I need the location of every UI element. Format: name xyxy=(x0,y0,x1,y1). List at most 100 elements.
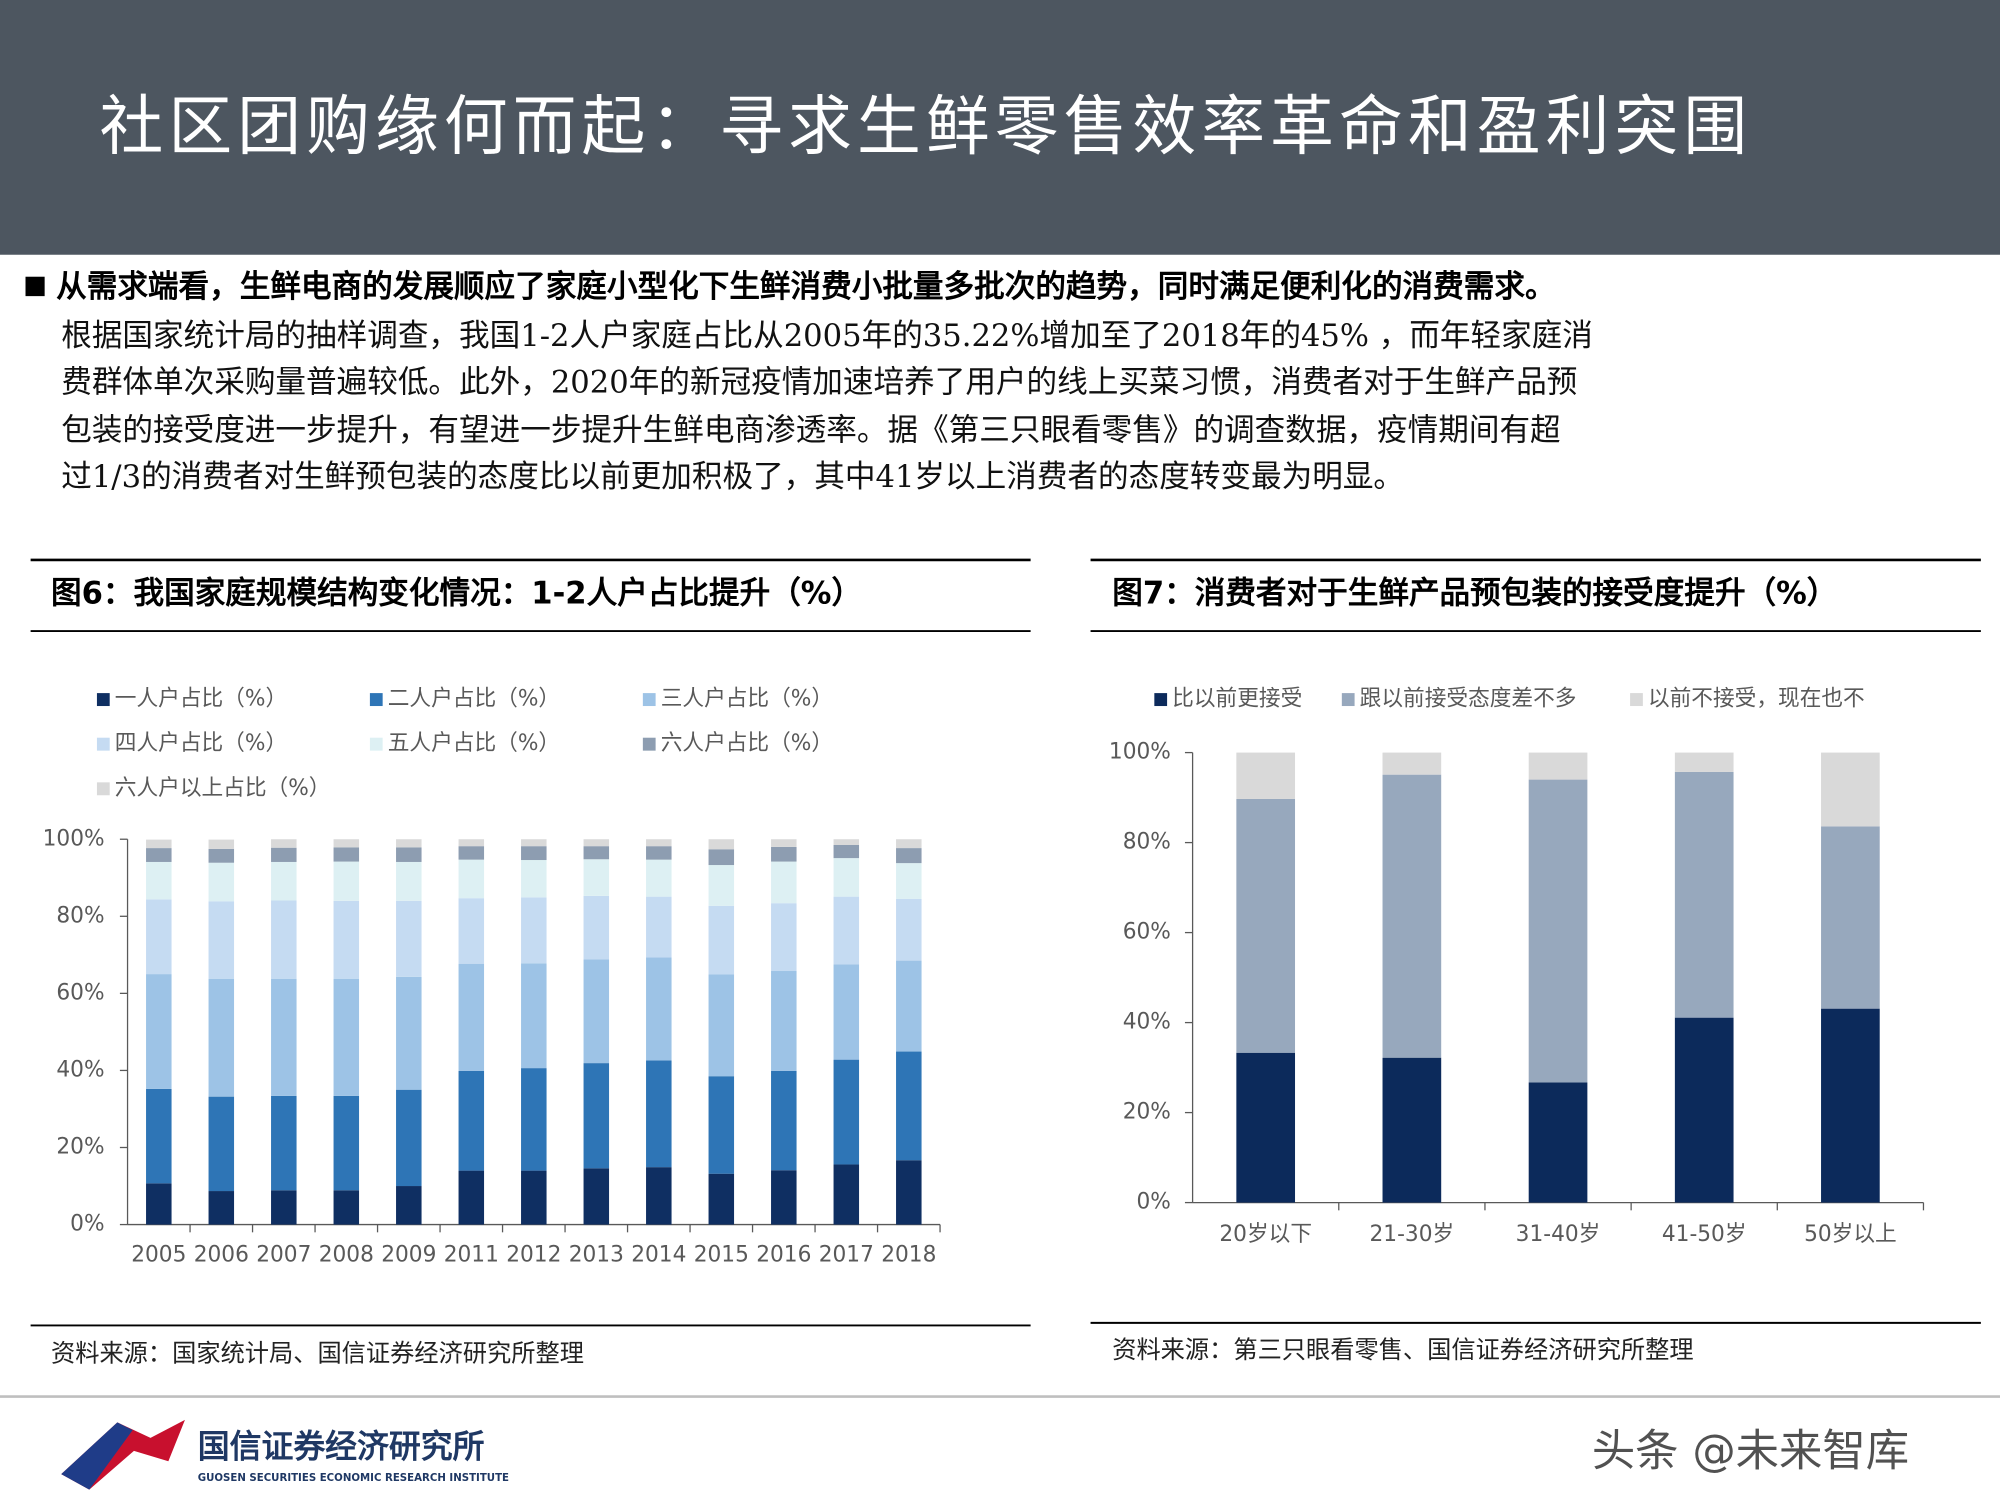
intro-line: 费群体单次采购量普遍较低。此外，2020年的新冠疫情加速培养了用户的线上买菜习惯… xyxy=(61,364,1577,400)
bar-segment xyxy=(333,847,360,862)
bar-segment xyxy=(458,898,485,964)
legend-label: 二人户占比（%） xyxy=(388,686,560,711)
bar-segment xyxy=(208,1096,235,1192)
bar-segment xyxy=(896,863,922,899)
intro-line: 包装的接受度进一步提升，有望进一步提升生鲜电商渗透率。据《第三只眼看零售》的调查… xyxy=(61,412,1560,448)
bar-segment xyxy=(833,839,860,846)
bar-segment xyxy=(583,895,610,960)
y-tick-label: 60% xyxy=(56,980,104,1005)
bar-segment xyxy=(646,1060,672,1168)
x-tick-label: 2008 xyxy=(319,1243,374,1268)
bar-segment xyxy=(708,839,735,850)
bar-segment xyxy=(1821,826,1880,1009)
bar-segment xyxy=(458,846,485,860)
bar-segment xyxy=(833,1059,860,1165)
intro-line: 根据国家统计局的抽样调查，我国1-2人户家庭占比从2005年的35.22%增加至… xyxy=(61,318,1593,354)
bar-segment xyxy=(1382,1057,1442,1203)
slide-title: 社区团购缘何而起：寻求生鲜零售效率革命和盈利突围 xyxy=(99,89,1752,165)
x-tick-label: 20岁以下 xyxy=(1219,1222,1312,1247)
legend-swatch xyxy=(1630,693,1643,707)
x-tick-label: 2015 xyxy=(694,1243,749,1268)
bar-segment xyxy=(458,1070,485,1171)
bar-segment xyxy=(208,901,235,979)
y-tick-label: 100% xyxy=(1109,739,1171,764)
bar-segment xyxy=(583,959,610,1064)
bar-segment xyxy=(708,849,735,866)
bar-segment xyxy=(396,1186,422,1225)
x-tick-label: 41-50岁 xyxy=(1662,1222,1747,1247)
bar-segment xyxy=(1382,752,1442,775)
legend-swatch xyxy=(369,693,383,707)
bar-segment xyxy=(833,896,860,965)
bar-segment xyxy=(333,839,360,848)
bar-segment xyxy=(708,974,735,1077)
bar-segment xyxy=(333,900,360,979)
bar-segment xyxy=(458,963,485,1071)
bar-segment xyxy=(521,897,547,964)
figure-title: 图6：我国家庭规模结构变化情况：1-2人户占比提升（%） xyxy=(51,575,862,611)
bar-segment xyxy=(271,1095,297,1191)
bar-segment xyxy=(208,978,235,1097)
bar-segment xyxy=(583,859,610,896)
bar-segment xyxy=(1528,752,1588,780)
legend-label: 六人户占比（%） xyxy=(661,731,833,756)
bar-segment xyxy=(146,1183,172,1225)
legend-swatch xyxy=(369,737,383,751)
bar-segment xyxy=(646,846,672,860)
bar-segment xyxy=(396,900,422,977)
bar-segment xyxy=(333,1190,360,1225)
bar-segment xyxy=(146,974,172,1089)
x-tick-label: 50岁以上 xyxy=(1804,1222,1897,1247)
bar-segment xyxy=(1528,779,1588,1083)
x-tick-label: 2006 xyxy=(194,1243,249,1268)
legend-label: 比以前更接受 xyxy=(1172,686,1302,711)
bar-segment xyxy=(458,1170,485,1225)
y-tick-label: 0% xyxy=(1137,1189,1171,1214)
x-tick-label: 2005 xyxy=(131,1243,186,1268)
bar-segment xyxy=(1528,1082,1588,1203)
bar-segment xyxy=(583,1063,610,1169)
bar-segment xyxy=(833,964,860,1060)
x-tick-label: 2018 xyxy=(881,1243,936,1268)
bar-segment xyxy=(208,848,235,863)
legend-swatch xyxy=(96,782,110,796)
y-tick-label: 100% xyxy=(43,826,105,851)
bar-segment xyxy=(208,839,235,849)
bar-segment xyxy=(396,839,422,848)
bar-segment xyxy=(1382,774,1442,1058)
x-tick-label: 2009 xyxy=(381,1243,436,1268)
legend-swatch xyxy=(642,737,656,751)
x-tick-label: 2017 xyxy=(819,1243,874,1268)
bar-segment xyxy=(1236,1052,1296,1203)
watermark: 头条 @未来智库 xyxy=(1592,1425,1909,1476)
bar-segment xyxy=(708,1076,735,1174)
bar-segment xyxy=(1674,752,1734,772)
bar-segment xyxy=(708,905,735,975)
bar-segment xyxy=(1674,1017,1734,1203)
x-tick-label: 2012 xyxy=(506,1243,561,1268)
logo-mark xyxy=(61,1422,133,1490)
y-tick-label: 20% xyxy=(56,1134,104,1159)
legend-label: 以前不接受，现在也不 xyxy=(1648,686,1865,711)
y-tick-label: 40% xyxy=(1123,1009,1171,1034)
bar-segment xyxy=(1236,752,1296,799)
legend-label: 五人户占比（%） xyxy=(388,731,560,756)
bar-segment xyxy=(146,839,172,849)
bar-segment xyxy=(771,971,797,1071)
y-tick-label: 80% xyxy=(56,903,104,928)
bar-segment xyxy=(833,845,860,859)
bar-segment xyxy=(271,978,297,1096)
bar-segment xyxy=(146,848,172,862)
bar-segment xyxy=(646,839,672,847)
y-tick-label: 60% xyxy=(1123,919,1171,944)
bar-segment xyxy=(1674,771,1734,1018)
x-tick-label: 2013 xyxy=(569,1243,624,1268)
intro-lead: 从需求端看，生鲜电商的发展顺应了家庭小型化下生鲜消费小批量多批次的趋势，同时满足… xyxy=(56,269,1555,305)
x-tick-label: 2011 xyxy=(444,1243,499,1268)
bar-segment xyxy=(1236,798,1296,1053)
bar-segment xyxy=(771,903,797,972)
legend-swatch xyxy=(96,737,110,751)
bar-segment xyxy=(521,860,547,898)
bar-segment xyxy=(833,1164,860,1225)
